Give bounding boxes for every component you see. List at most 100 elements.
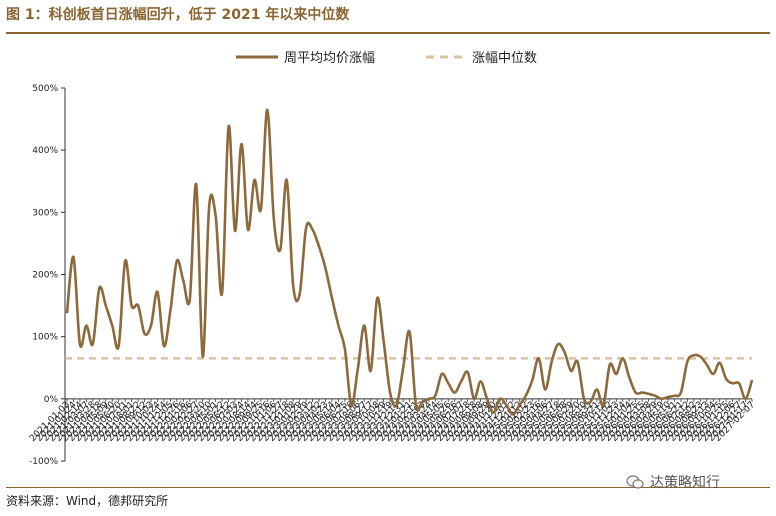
y-tick-label: 400% [32, 146, 58, 156]
data-point [557, 343, 559, 345]
data-point [344, 348, 346, 350]
data-point [628, 376, 630, 378]
data-point [143, 333, 146, 335]
data-point [589, 401, 592, 403]
data-point [337, 324, 339, 327]
data-point [331, 297, 333, 299]
data-point [719, 362, 721, 364]
footer-divider [6, 487, 770, 488]
data-point [622, 357, 624, 359]
legend-label-weekly-average: 周平均均价涨幅 [284, 51, 375, 66]
data-point [531, 379, 533, 381]
data-point [221, 292, 223, 294]
data-point [324, 267, 327, 269]
data-point [66, 312, 68, 314]
data-point [473, 398, 475, 400]
data-point [169, 310, 171, 312]
data-point [131, 305, 133, 307]
data-point [208, 205, 210, 207]
data-point [492, 411, 495, 414]
data-point [318, 245, 320, 248]
data-point [292, 285, 294, 287]
data-point [667, 396, 669, 398]
data-point [79, 343, 81, 345]
data-point [421, 401, 423, 403]
data-point [415, 404, 417, 406]
data-point [376, 297, 378, 299]
data-point [738, 382, 740, 384]
data-point [98, 287, 100, 289]
data-point [150, 324, 152, 327]
source-note: 资料来源：Wind，德邦研究所 [6, 494, 169, 508]
data-point [615, 373, 617, 375]
data-point [350, 404, 352, 406]
data-point [538, 357, 540, 359]
data-point [240, 143, 243, 145]
data-point [434, 395, 436, 397]
data-point [182, 280, 184, 282]
data-point [609, 364, 611, 366]
data-point [576, 360, 579, 363]
y-tick-label: 200% [32, 271, 58, 281]
data-point [544, 388, 546, 391]
x-axis: 2021-01-032021-01-242021-02-142021-03-07… [28, 398, 757, 444]
data-point [408, 331, 411, 333]
y-tick-label: 500% [32, 84, 58, 94]
data-point [105, 305, 107, 307]
data-point [234, 230, 236, 232]
data-point [699, 356, 701, 358]
data-point [370, 370, 372, 372]
data-point [247, 229, 249, 231]
data-point [744, 398, 747, 400]
data-point [383, 341, 385, 343]
data-point [480, 380, 482, 382]
data-point [312, 229, 314, 231]
data-point [389, 392, 391, 394]
line-chart: 周平均均价涨幅 涨幅中位数 500% 400% 300% 200% 100% 0% -100%… [28, 51, 757, 466]
data-point [156, 291, 159, 293]
data-point [215, 214, 217, 216]
data-point [447, 382, 449, 384]
y-tick-label: 0% [44, 395, 59, 405]
chart-title: 图 1：科创板首日涨幅回升，低于 2021 年以来中位数 [6, 7, 350, 23]
data-point [467, 371, 469, 373]
data-point [428, 398, 430, 400]
data-point [525, 395, 527, 397]
data-point [564, 351, 566, 353]
data-point [732, 382, 734, 384]
data-point [396, 404, 398, 406]
data-point [518, 404, 521, 406]
data-point [725, 378, 727, 380]
data-point [583, 398, 585, 400]
y-axis: 500% 400% 300% 200% 100% 0% -100% [29, 84, 66, 466]
data-point [693, 354, 695, 356]
data-point [202, 356, 204, 358]
data-point [137, 305, 139, 307]
data-point [712, 373, 714, 375]
data-point [673, 395, 676, 397]
data-point [505, 404, 507, 406]
y-tick-label: 300% [32, 208, 58, 218]
data-point [660, 398, 663, 400]
data-point [486, 398, 488, 400]
data-point [273, 217, 275, 220]
wechat-icon [626, 475, 644, 489]
data-point [195, 183, 197, 185]
data-point [441, 373, 443, 375]
data-point [641, 392, 643, 394]
data-point [512, 413, 514, 415]
series-line-weekly-average [65, 108, 754, 416]
data-point [363, 324, 365, 327]
data-point [686, 360, 689, 363]
data-point [85, 324, 87, 327]
data-point [286, 179, 288, 181]
data-point [253, 179, 255, 181]
data-point [189, 298, 191, 300]
legend-label-median: 涨幅中位数 [472, 51, 537, 66]
data-point [680, 392, 682, 394]
data-point [570, 370, 572, 372]
watermark: 达策略知行 [626, 472, 720, 492]
data-point [654, 395, 656, 397]
data-point [602, 404, 605, 406]
data-point [92, 343, 94, 345]
